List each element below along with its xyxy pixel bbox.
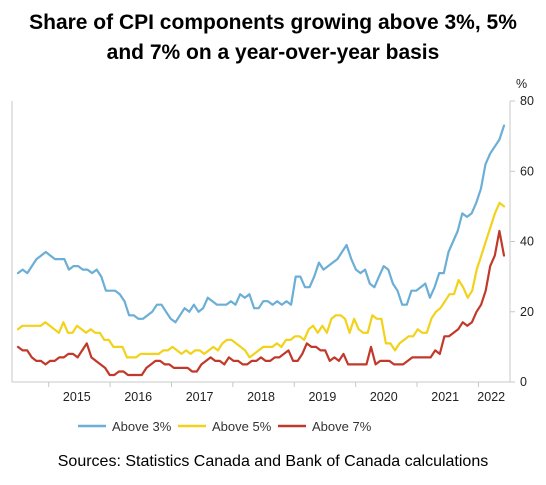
legend-item-above-7-label: Above 7% (312, 419, 372, 434)
chart-title-line-1: Share of CPI components growing above 3%… (29, 11, 517, 34)
y-tick-label: 60 (520, 164, 534, 178)
x-tick-label: 2017 (186, 390, 214, 404)
chart-title: Share of CPI components growing above 3%… (0, 8, 546, 68)
chart-title-line-2: and 7% on a year-over-year basis (106, 41, 440, 64)
x-tick-label: 2021 (431, 390, 459, 404)
y-axis-unit-label: % (516, 77, 527, 91)
x-tick-label: 2020 (370, 390, 398, 404)
legend-item-above-3-label: Above 3% (112, 419, 172, 434)
y-tick-label: 0 (520, 375, 527, 389)
x-tick-label: 2018 (247, 390, 275, 404)
y-tick-label: 20 (520, 305, 534, 319)
series-line-above-7 (16, 229, 506, 377)
series-line-above-5 (16, 201, 506, 359)
chart-area: 0 20 40 60 80% 2015 2016 2017 2018 2019 2020 2021 20… (11, 77, 534, 434)
y-tick-label: 40 (520, 235, 534, 249)
x-tick-label: 2016 (124, 390, 152, 404)
y-tick-label: 80 (520, 94, 534, 108)
legend-item-above-5-label: Above 5% (212, 419, 272, 434)
source-note: Sources: Statistics Canada and Bank of C… (57, 453, 489, 470)
x-tick-label: 2022 (477, 390, 505, 404)
x-tick-label: 2019 (308, 390, 336, 404)
series-line-above-3 (16, 124, 506, 324)
x-tick-label: 2015 (63, 390, 91, 404)
